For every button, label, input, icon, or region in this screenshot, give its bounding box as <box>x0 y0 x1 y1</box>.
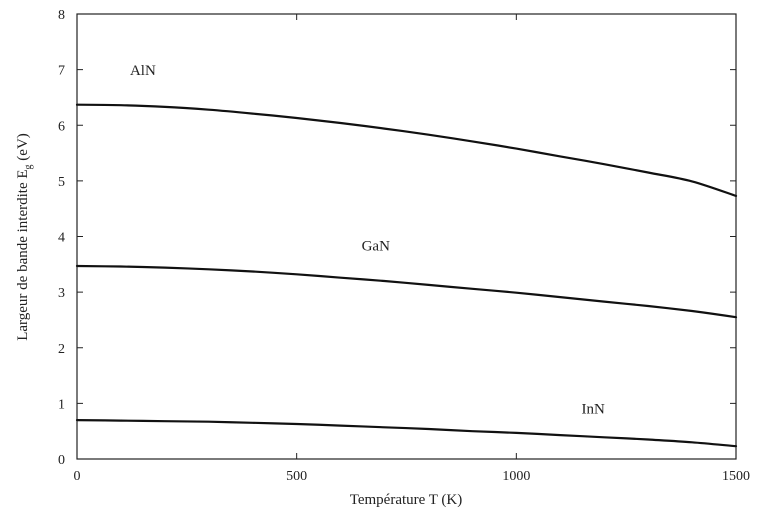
y-axis-title-subscript: g <box>23 164 34 169</box>
series-line-gan <box>75 264 738 319</box>
x-axis-title: Température T (K) <box>350 492 463 508</box>
axis-ticks: 0 500 1000 1500 0 1 2 3 4 5 6 7 8 <box>58 8 750 484</box>
y-tick-label: 3 <box>58 286 65 301</box>
series-line-inn <box>75 419 738 448</box>
y-tick-label: 5 <box>58 175 65 190</box>
y-tick-label: 6 <box>58 119 65 134</box>
y-axis-title: Largeur de bande interdite Eg (eV) <box>15 133 34 341</box>
x-tick-label: 1500 <box>722 469 750 484</box>
series-line-aln <box>75 103 738 197</box>
series-layer: AlN GaN InN <box>75 63 738 448</box>
x-tick-label: 0 <box>74 469 81 484</box>
series-label-inn: InN <box>582 401 605 417</box>
y-tick-label: 1 <box>58 397 65 412</box>
y-tick-label: 8 <box>58 8 65 23</box>
x-tick-label: 1000 <box>502 469 530 484</box>
y-tick-label: 2 <box>58 342 65 357</box>
y-axis-title-main: Largeur de bande interdite E <box>15 169 31 340</box>
y-axis-title-unit: (eV) <box>15 133 31 164</box>
y-tick-label: 7 <box>58 64 65 79</box>
series-label-aln: AlN <box>130 63 156 79</box>
plot-frame <box>76 13 737 460</box>
y-tick-label: 0 <box>58 453 65 468</box>
series-label-gan: GaN <box>362 238 390 254</box>
y-tick-label: 4 <box>58 231 65 246</box>
x-tick-label: 500 <box>286 469 307 484</box>
